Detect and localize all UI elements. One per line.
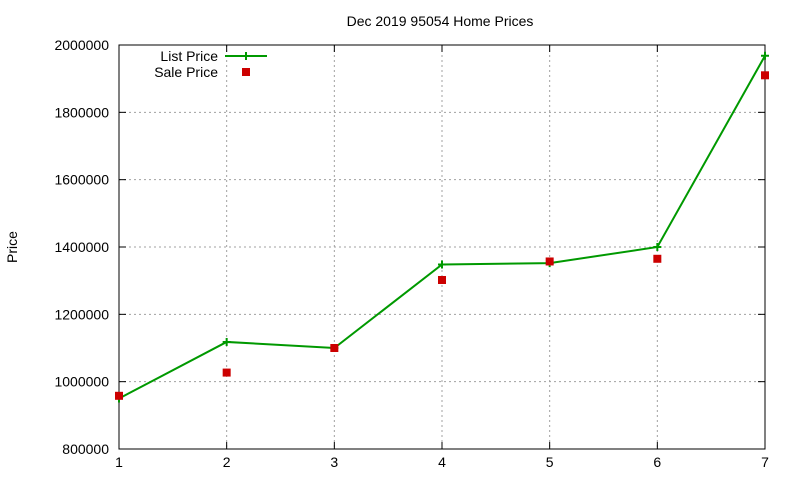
legend-entry: Sale Price — [154, 64, 250, 80]
list-price-line — [118, 55, 766, 400]
y-tick-label: 800000 — [62, 441, 109, 457]
x-tick-label: 3 — [330, 454, 338, 470]
y-tick-label: 1200000 — [54, 306, 109, 322]
x-tick-label: 1 — [115, 454, 123, 470]
series-sale-price — [115, 71, 769, 400]
grid-lines — [119, 45, 765, 449]
x-tick-label: 4 — [438, 454, 446, 470]
sale-price-point — [545, 257, 554, 266]
series-list-price — [115, 51, 769, 403]
y-tick-label: 1800000 — [54, 104, 109, 120]
y-tick-label: 1000000 — [54, 374, 109, 390]
sale-price-point — [330, 344, 339, 352]
list-price-point — [438, 260, 446, 269]
data-series — [115, 51, 769, 403]
y-axis-label: Price — [4, 231, 20, 263]
x-tick-label: 2 — [223, 454, 231, 470]
sale-price-point — [222, 368, 231, 377]
chart-title: Dec 2019 95054 Home Prices — [347, 13, 534, 29]
legend-swatch-marker — [242, 52, 250, 60]
legend-entry: List Price — [160, 48, 267, 64]
list-price-point — [653, 243, 662, 251]
sale-price-point — [115, 391, 123, 400]
sale-price-point — [653, 254, 662, 263]
legend-label: Sale Price — [154, 64, 218, 80]
axes: 800000 1000000 1200000 1400000 1600000 180000… — [54, 37, 769, 470]
legend-swatch-marker — [242, 68, 250, 76]
y-tick-label: 2000000 — [54, 37, 109, 53]
sale-price-point — [438, 275, 446, 284]
y-tick-label: 1600000 — [54, 172, 109, 188]
list-price-point — [761, 51, 769, 60]
x-tick-label: 6 — [653, 454, 661, 470]
x-tick-label: 5 — [546, 454, 554, 470]
sale-price-point — [761, 71, 769, 80]
y-tick-label: 1400000 — [54, 239, 109, 255]
list-price-point — [222, 337, 231, 346]
legend-label: List Price — [160, 48, 218, 64]
x-tick-label: 7 — [761, 454, 769, 470]
